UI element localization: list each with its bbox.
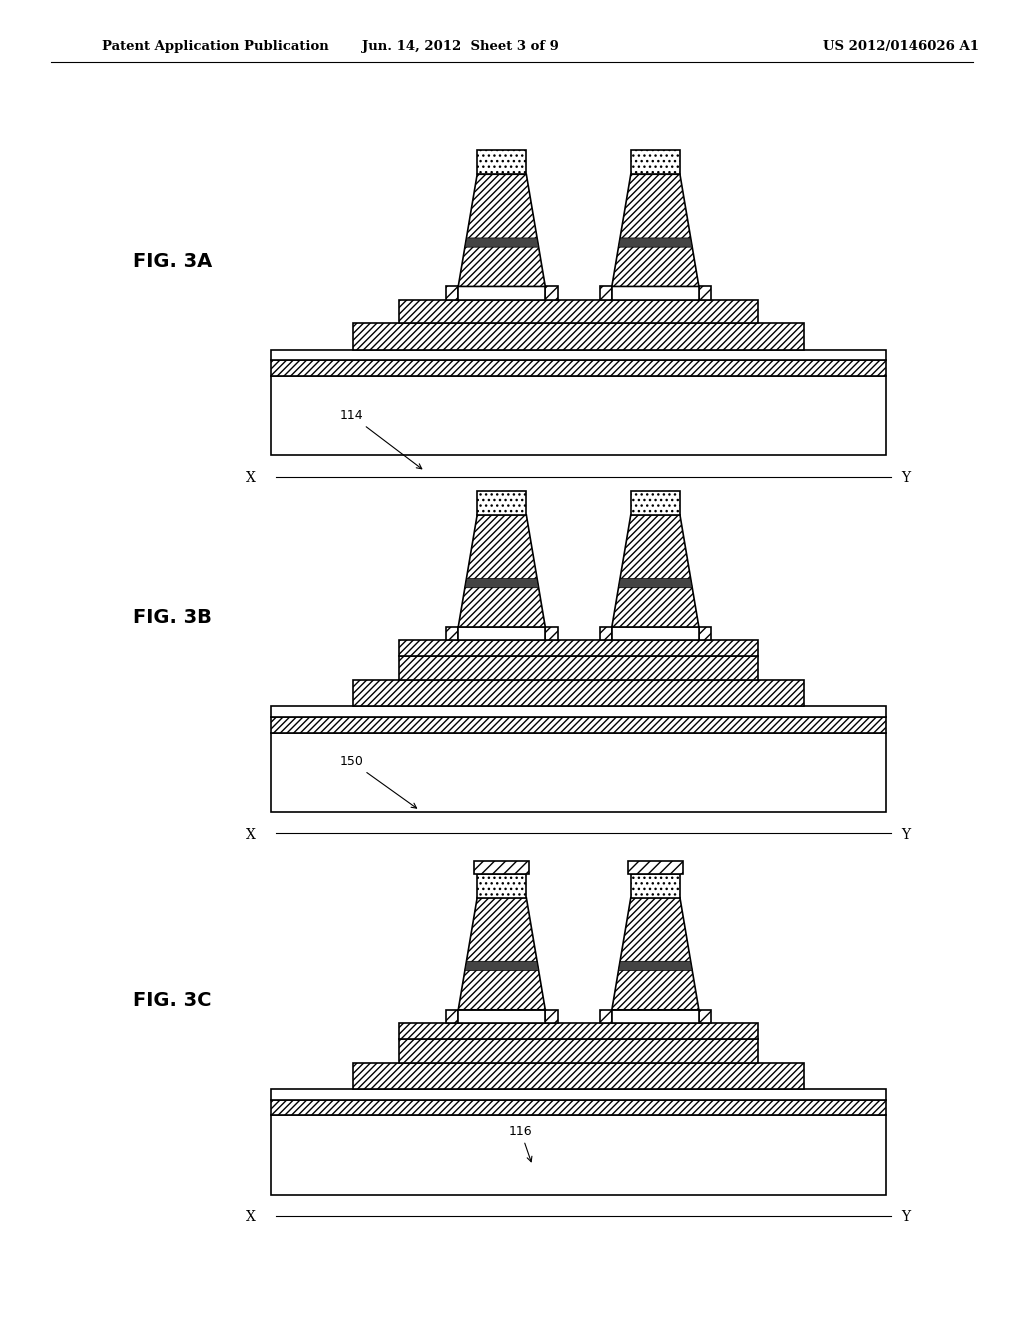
Polygon shape [465,961,539,970]
Text: X: X [246,828,256,842]
Text: 150: 150 [340,755,417,808]
Text: X: X [246,1210,256,1225]
Polygon shape [399,1039,758,1063]
Polygon shape [618,578,692,587]
Polygon shape [698,1010,711,1023]
Polygon shape [611,1010,698,1023]
Polygon shape [477,491,526,515]
Polygon shape [698,627,711,640]
Text: X: X [246,471,256,486]
Polygon shape [458,627,545,640]
Polygon shape [545,627,557,640]
Polygon shape [628,861,683,874]
Polygon shape [353,323,804,350]
Polygon shape [271,1115,886,1195]
Polygon shape [611,627,698,640]
Polygon shape [271,360,886,376]
Polygon shape [399,1023,758,1039]
Polygon shape [353,1063,804,1089]
Text: US 2012/0146026 A1: US 2012/0146026 A1 [823,40,979,53]
Polygon shape [445,1010,458,1023]
Text: Y: Y [901,1210,910,1225]
Polygon shape [698,286,711,300]
Text: FIG. 3C: FIG. 3C [133,991,212,1010]
Polygon shape [474,861,529,874]
Polygon shape [458,286,545,300]
Polygon shape [611,898,698,1010]
Polygon shape [458,515,545,627]
Polygon shape [271,350,886,360]
Text: Y: Y [901,471,910,486]
Polygon shape [545,286,557,300]
Polygon shape [271,733,886,812]
Polygon shape [458,174,545,286]
Polygon shape [618,238,692,247]
Text: Y: Y [901,828,910,842]
Polygon shape [271,1089,886,1100]
Polygon shape [458,898,545,1010]
Polygon shape [611,286,698,300]
Polygon shape [631,874,680,898]
Polygon shape [399,656,758,680]
Polygon shape [465,238,539,247]
Text: 116: 116 [509,1125,532,1162]
Polygon shape [611,515,698,627]
Text: Jun. 14, 2012  Sheet 3 of 9: Jun. 14, 2012 Sheet 3 of 9 [362,40,559,53]
Polygon shape [477,150,526,174]
Polygon shape [599,627,611,640]
Polygon shape [631,150,680,174]
Polygon shape [445,627,458,640]
Polygon shape [271,376,886,455]
Polygon shape [445,286,458,300]
Polygon shape [353,680,804,706]
Polygon shape [458,1010,545,1023]
Polygon shape [599,286,611,300]
Polygon shape [271,706,886,717]
Polygon shape [545,1010,557,1023]
Polygon shape [477,874,526,898]
Text: FIG. 3A: FIG. 3A [133,252,212,271]
Polygon shape [399,640,758,656]
Polygon shape [599,1010,611,1023]
Polygon shape [271,1100,886,1115]
Polygon shape [399,300,758,323]
Polygon shape [611,174,698,286]
Text: 114: 114 [340,409,422,469]
Polygon shape [631,491,680,515]
Polygon shape [271,717,886,733]
Polygon shape [465,578,539,587]
Text: Patent Application Publication: Patent Application Publication [102,40,329,53]
Text: FIG. 3B: FIG. 3B [133,609,212,627]
Polygon shape [618,961,692,970]
